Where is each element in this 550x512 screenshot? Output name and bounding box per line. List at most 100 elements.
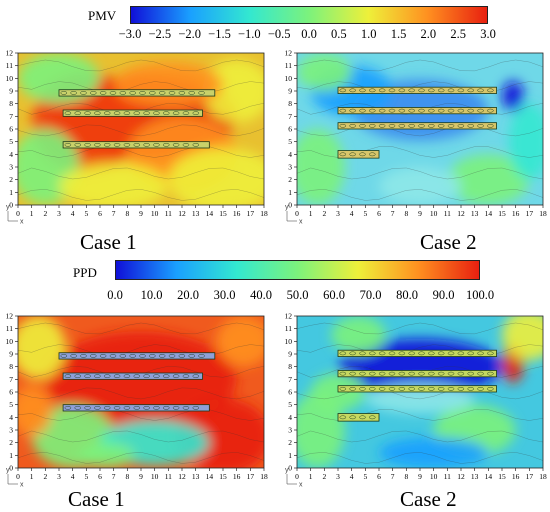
bar-marker [158,354,166,358]
bar-marker [103,142,111,147]
bar-marker [80,91,87,95]
bar-marker [398,88,406,93]
y-tick-label: 4 [288,413,292,422]
x-tick-label: 15 [498,472,506,481]
y-tick-label: 11 [285,61,292,70]
bar-marker [133,111,141,116]
y-tick-label: 12 [285,312,293,321]
y-tick-label: 1 [9,451,13,460]
bar-marker [349,152,356,157]
equipment-bar [337,86,497,94]
x-tick-label: 10 [430,209,438,218]
bar-marker [369,108,376,113]
x-tick-label: 12 [178,209,186,218]
x-tick-label: 3 [336,472,340,481]
bar-marker [437,386,445,391]
bar-marker [349,108,356,113]
x-tick-label: 5 [363,209,367,218]
bar-marker [467,108,474,113]
bar-marker [457,386,465,391]
bar-marker [388,386,396,391]
x-tick-label: 2 [43,209,47,218]
pmv-tick-label: 2.5 [450,27,466,41]
bar-marker [408,108,415,113]
x-tick-label: 2 [322,209,326,218]
bar-marker [487,123,494,128]
bar-marker [447,108,455,113]
bar-marker [378,123,386,128]
y-tick-label: 0 [288,464,292,473]
bar-marker [163,374,170,379]
y-tick-label: 11 [6,324,13,333]
x-tick-label: 7 [391,472,395,481]
bar-marker [398,371,406,376]
y-tick-label: 9 [288,350,292,359]
equipment-bar [337,122,497,130]
bar-marker [182,405,190,410]
bar-marker [398,351,406,356]
bar-marker [168,91,176,95]
x-tick-label: 7 [112,472,116,481]
equipment-bar [62,404,210,412]
x-tick-label: 0 [16,472,20,481]
bar-marker [398,123,406,128]
bar-marker [467,123,474,128]
bar-marker [457,351,465,356]
bar-marker [408,88,415,93]
ppd-tick-label: 20.0 [177,288,199,302]
bar-marker [198,354,205,358]
ppd-tick-label: 0.0 [107,288,123,302]
bar-marker [339,386,347,391]
x-tick-label: 4 [350,472,354,481]
bar-marker [437,108,445,113]
pmv-case2-panel: 0 1 2 3 4 5 6 7 8 9 10 11 12 13 14 15 16 17 18 0 1 2 3 4 5 6 7 8 9 10… [281,45,549,230]
equipment-bar [62,109,203,117]
y-tick-label: 2 [9,438,13,447]
pmv-tick-label: 1.0 [360,27,377,41]
y-tick-label: 3 [9,163,13,172]
x-tick-label: 9 [418,472,422,481]
bar-marker [64,405,72,410]
bar-marker [369,88,376,93]
y-tick-label: 5 [288,400,292,409]
contour-line [18,124,264,137]
bar-marker [369,371,376,376]
pmv-case2-label: Case 2 [420,230,477,254]
y-tick-label: 9 [9,87,13,96]
ppd-tick-label: 90.0 [432,288,455,302]
x-tick-label: 5 [84,472,88,481]
bar-marker [94,142,101,147]
bar-marker [369,123,376,128]
x-tick-label: 1 [309,472,313,481]
x-tick-label: 3 [57,472,61,481]
y-tick-label: 4 [9,150,13,159]
y-tick-label: 11 [6,61,13,70]
bar-marker [447,351,455,356]
contour-line [18,409,264,421]
x-tick-label: 5 [84,209,88,218]
pmv-tick-label: −1.0 [237,27,261,41]
x-tick-label: 8 [404,209,408,218]
x-tick-label: 9 [139,209,143,218]
bar-marker [487,371,494,376]
y-tick-label: 8 [288,99,292,108]
axis-indicator-y-letter: y [285,204,289,211]
y-tick-label: 6 [9,388,13,397]
bar-marker [60,91,68,95]
equipment-bar [337,349,497,357]
ppd-colorbar [115,260,480,280]
bar-marker [398,386,406,391]
y-tick-label: 10 [6,74,14,83]
field-region [508,103,543,180]
pmv-tick-label: 1.5 [390,27,407,41]
y-tick-label: 2 [288,175,292,184]
contour-line [18,81,264,93]
field-region [297,53,352,91]
bar-marker [418,371,425,376]
contour-line [297,344,543,356]
bar-marker [64,142,72,147]
ppd-case1-panel: 0 1 2 3 4 5 6 7 8 9 10 11 12 13 14 15 16 17 18 0 1 2 3 4 5 6 7 8 9 10… [2,308,270,490]
y-tick-label: 9 [288,87,292,96]
pmv-tick-label: 3.0 [480,27,496,41]
bar-marker [90,91,97,95]
